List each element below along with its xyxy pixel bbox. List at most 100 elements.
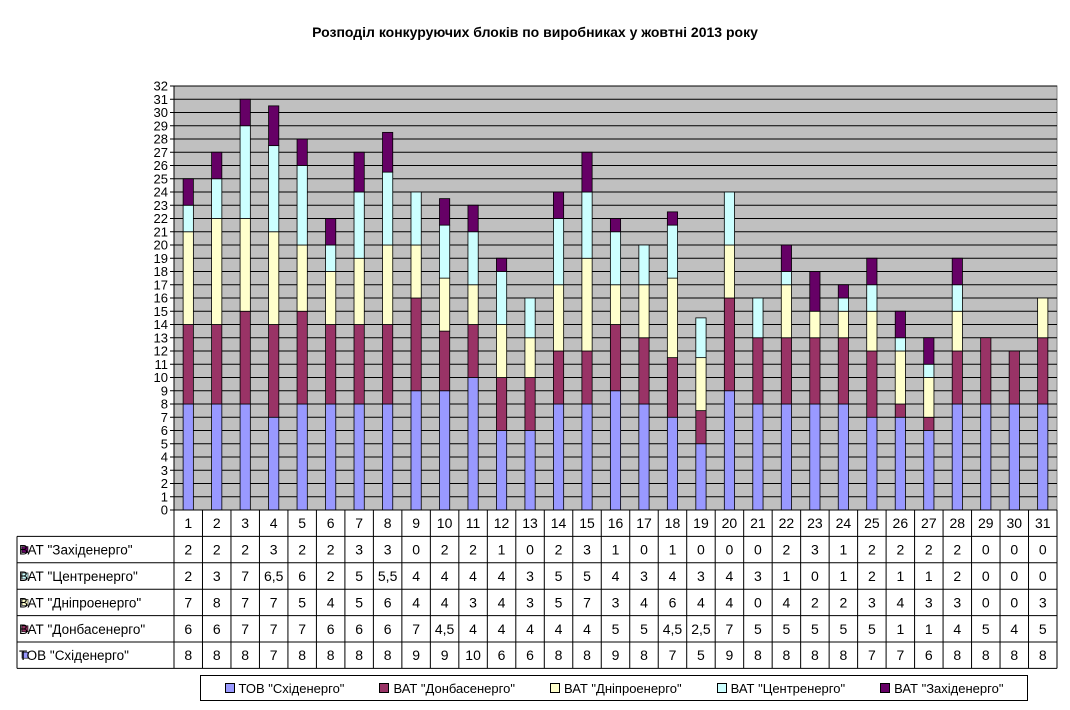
bar-segment <box>894 350 906 405</box>
table-cell: 5 <box>839 621 847 637</box>
bar-segment <box>723 244 735 299</box>
bar-segment <box>382 244 394 325</box>
bar-segment <box>296 138 308 166</box>
table-cell: 0 <box>1010 594 1018 610</box>
table-cell: 6 <box>384 621 392 637</box>
table-cell: 6 <box>213 621 221 637</box>
table-cell: 1 <box>896 568 904 584</box>
bar-segment <box>353 151 365 193</box>
y-tick-label: 30 <box>154 105 168 120</box>
table-cell: 1 <box>839 568 847 584</box>
table-cell: 0 <box>726 542 734 558</box>
bar-segment <box>467 377 479 511</box>
table-cell: 4 <box>583 621 591 637</box>
table-legend-key <box>21 546 29 553</box>
table-cell: 5 <box>982 621 990 637</box>
bar-segment <box>923 430 935 511</box>
table-cell: 4 <box>327 594 335 610</box>
y-tick-label: 10 <box>154 370 168 385</box>
bar-segment <box>382 403 394 511</box>
table-row-label: ВАТ "Центренерго" <box>19 569 138 584</box>
table-cell: 0 <box>412 542 420 558</box>
table-cell: 8 <box>355 647 363 663</box>
bar-segment <box>268 105 280 147</box>
table-cell: 4 <box>953 621 961 637</box>
table-cell: 7 <box>896 647 904 663</box>
bar-segment <box>866 350 878 418</box>
bar-segment <box>353 403 365 511</box>
x-tick-label: 3 <box>241 515 249 531</box>
bar-segment <box>695 357 707 412</box>
table-cell: 3 <box>526 594 534 610</box>
table-cell: 2 <box>441 542 449 558</box>
bar-segment <box>268 231 280 325</box>
table-cell: 1 <box>925 621 933 637</box>
table-cell: 5 <box>298 594 306 610</box>
table-cell: 3 <box>925 594 933 610</box>
bar-segment <box>695 410 707 445</box>
table-cell: 5 <box>612 621 620 637</box>
bar-segment <box>666 211 678 226</box>
bar-segment <box>553 403 565 511</box>
table-cell: 0 <box>982 542 990 558</box>
bar-segment <box>894 416 906 511</box>
bar-segment <box>780 244 792 272</box>
table-cell: 8 <box>783 647 791 663</box>
y-tick-label: 27 <box>154 145 168 160</box>
table-cell: 8 <box>327 647 335 663</box>
table-cell: 7 <box>412 621 420 637</box>
y-tick-label: 14 <box>154 317 168 332</box>
bar-segment <box>239 310 251 405</box>
y-tick-label: 5 <box>161 436 168 451</box>
table-cell: 0 <box>754 542 762 558</box>
y-tick-label: 13 <box>154 330 168 345</box>
table-cell: 8 <box>184 647 192 663</box>
table-row-label: ТОВ "Східенерго" <box>19 648 129 663</box>
x-tick-label: 1 <box>184 515 192 531</box>
bar-segment <box>609 284 622 325</box>
bar-segment <box>923 377 935 418</box>
table-cell: 2 <box>241 542 249 558</box>
table-cell: 2 <box>184 542 192 558</box>
table-cell: 4,5 <box>663 621 683 637</box>
legend-swatch <box>716 683 727 693</box>
table-cell: 2 <box>327 568 335 584</box>
x-tick-label: 4 <box>270 515 278 531</box>
bar-segment <box>553 191 565 219</box>
y-tick-label: 29 <box>154 118 168 133</box>
y-tick-label: 28 <box>154 132 168 147</box>
bar-segment <box>809 271 821 312</box>
table-cell: 4 <box>441 594 449 610</box>
table-cell: 6 <box>669 594 677 610</box>
y-tick-label: 2 <box>161 476 168 491</box>
x-tick-label: 30 <box>1006 515 1022 531</box>
table-cell: 1 <box>498 542 506 558</box>
table-cell: 0 <box>640 542 648 558</box>
y-tick-label: 18 <box>154 264 168 279</box>
bar-segment <box>439 224 451 279</box>
table-cell: 3 <box>384 542 392 558</box>
table-cell: 5 <box>697 647 705 663</box>
bar-segment <box>581 151 593 193</box>
bar-segment <box>951 350 963 405</box>
table-cell: 2 <box>925 542 933 558</box>
y-tick-label: 12 <box>154 344 168 359</box>
table-cell: 8 <box>384 647 392 663</box>
table-cell: 7 <box>726 621 734 637</box>
table-cell: 2 <box>469 542 477 558</box>
table-cell: 7 <box>270 647 278 663</box>
bar-segment <box>666 357 678 418</box>
bar-segment <box>581 257 593 352</box>
table-cell: 0 <box>1010 542 1018 558</box>
bar-segment <box>780 284 792 339</box>
bar-segment <box>268 416 280 511</box>
data-table: 1 2 3 4 5 6 7 8 9 10 11 12 13 14 15 16 17 18 19 20 21 22 23 24 2… <box>16 509 1058 669</box>
table-legend-key <box>21 651 29 659</box>
table-cell: 6 <box>498 647 506 663</box>
bar-segment <box>809 337 821 405</box>
bar-segment <box>439 198 451 226</box>
x-tick-label: 23 <box>807 515 823 531</box>
bar-segment <box>609 218 622 233</box>
table-cell: 5 <box>811 621 819 637</box>
bar-segment <box>268 324 280 418</box>
